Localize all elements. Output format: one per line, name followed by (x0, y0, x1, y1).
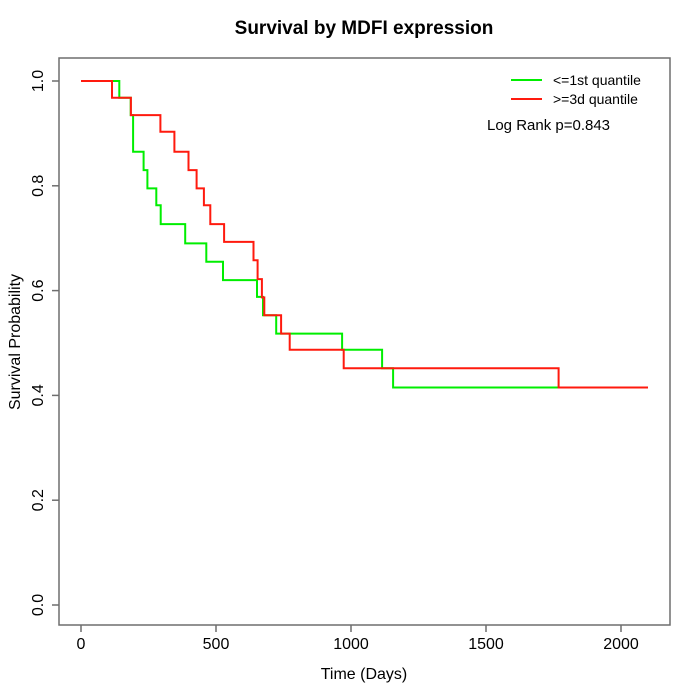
legend: <=1st quantile >=3d quantile Log Rank p=… (487, 72, 641, 134)
x-tick-label: 0 (77, 636, 86, 653)
km-curve-first-quantile (81, 80, 631, 389)
y-tick-label: 0.4 (30, 384, 47, 406)
y-tick-label: 1.0 (30, 70, 47, 92)
chart-title: Survival by MDFI expression (235, 18, 494, 39)
km-curves (81, 80, 648, 389)
legend-label-third-quantile: >=3d quantile (553, 91, 638, 107)
y-tick-label: 0.0 (30, 594, 47, 616)
log-rank-annotation: Log Rank p=0.843 (487, 117, 610, 134)
y-tick-label: 0.8 (30, 175, 47, 197)
x-tick-label: 1500 (468, 636, 504, 653)
x-tick-label: 1000 (333, 636, 369, 653)
plot-frame (58, 57, 671, 626)
y-tick-label: 0.6 (30, 279, 47, 301)
x-axis-ticks: 0 500 1000 1500 2000 (77, 625, 639, 653)
y-axis-label: Survival Probability (7, 274, 24, 410)
y-axis-ticks: 0.0 0.2 0.4 0.6 0.8 1.0 (30, 70, 59, 616)
x-axis-label: Time (Days) (321, 666, 408, 683)
legend-label-first-quantile: <=1st quantile (553, 72, 641, 88)
x-tick-label: 500 (203, 636, 230, 653)
x-tick-label: 2000 (603, 636, 639, 653)
km-curve-third-quantile (81, 80, 648, 389)
y-tick-label: 0.2 (30, 489, 47, 511)
